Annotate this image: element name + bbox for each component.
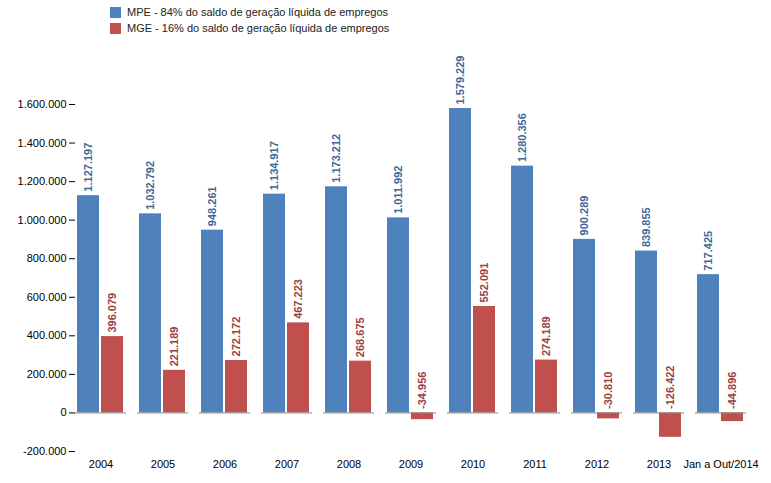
svg-text:-30.810: -30.810 [602,372,614,409]
html-text:MPE - 84% do saldo de geração: MPE - 84% do saldo de geração líquida de… [127,6,389,18]
svg-text:1.127.197: 1.127.197 [82,143,94,192]
svg-text:2006: 2006 [213,458,237,470]
svg-text:2005: 2005 [151,458,175,470]
svg-text:2009: 2009 [399,458,423,470]
svg-text:1.200.000: 1.200.000 [18,175,67,187]
svg-text:2007: 2007 [275,458,299,470]
svg-text:1.173.212: 1.173.212 [330,134,342,183]
svg-text:1.011.992: 1.011.992 [392,166,404,214]
svg-text:600.000: 600.000 [27,291,67,303]
svg-text:200.000: 200.000 [27,368,67,380]
svg-text:2012: 2012 [585,458,609,470]
svg-text:1.134.917: 1.134.917 [268,141,280,190]
svg-text:221.189: 221.189 [168,327,180,367]
svg-text:2011: 2011 [523,458,547,470]
svg-text:396.079: 396.079 [106,293,118,333]
svg-text:1.280.356: 1.280.356 [516,113,528,162]
svg-text:1.579.229: 1.579.229 [454,56,466,105]
html-text:MGE - 16% do saldo de geração: MGE - 16% do saldo de geração líquida de… [127,22,390,34]
svg-text:2010: 2010 [461,458,485,470]
svg-text:-44.896: -44.896 [726,372,738,409]
svg-text:268.675: 268.675 [354,317,366,357]
svg-text:-200.000: -200.000 [23,445,66,457]
svg-text:0: 0 [60,406,66,418]
svg-text:272.172: 272.172 [230,317,242,357]
svg-text:900.289: 900.289 [578,196,590,236]
svg-text:1.000.000: 1.000.000 [18,214,67,226]
svg-text:948.261: 948.261 [206,186,218,226]
svg-text:717.425: 717.425 [702,231,714,271]
svg-text:Jan a Out/2014: Jan a Out/2014 [683,458,758,470]
svg-text:400.000: 400.000 [27,329,67,341]
svg-text:552.091: 552.091 [478,263,490,303]
svg-text:-126.422: -126.422 [664,366,676,409]
svg-text:467.223: 467.223 [292,279,304,319]
svg-text:-34.956: -34.956 [416,372,428,409]
svg-text:1.600.000: 1.600.000 [18,98,67,110]
svg-text:1.032.792: 1.032.792 [144,161,156,210]
svg-text:274.189: 274.189 [540,316,552,356]
svg-text:1.400.000: 1.400.000 [18,137,67,149]
svg-text:839.855: 839.855 [640,207,652,247]
svg-text:800.000: 800.000 [27,252,67,264]
svg-text:2008: 2008 [337,458,361,470]
svg-text:2004: 2004 [89,458,113,470]
svg-text:2013: 2013 [647,458,671,470]
